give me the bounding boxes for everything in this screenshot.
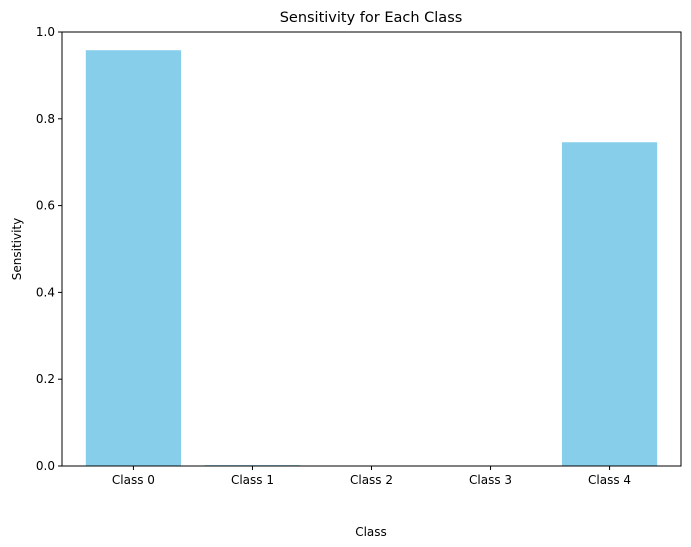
plot-area: Class 0 Class 1 Class 2 Class 3 Class 4 0.00…	[36, 25, 682, 487]
y-tick-label: 0.2	[36, 372, 55, 386]
chart-title: Sensitivity for Each Class	[280, 10, 463, 26]
bar-class-4	[561, 142, 658, 467]
x-axis-ticks: Class 0 Class 1 Class 2 Class 3 Class 4	[112, 466, 631, 487]
x-tick-label: Class 0	[112, 473, 155, 487]
x-tick-label: Class 4	[588, 473, 631, 487]
x-tick-label: Class 2	[350, 473, 393, 487]
y-tick-label: 0.0	[36, 459, 55, 473]
y-tick-label: 0.6	[36, 199, 55, 213]
y-tick-label: 0.4	[36, 285, 55, 299]
y-tick-label: 0.8	[36, 112, 55, 126]
plot-border	[61, 31, 682, 467]
x-tick-label: Class 1	[231, 473, 274, 487]
x-tick-label: Class 3	[469, 473, 512, 487]
y-tick-label: 1.0	[36, 25, 55, 39]
y-axis-label: Sensitivity	[10, 218, 24, 280]
bar-class-0	[85, 50, 182, 466]
x-axis-label: Class	[355, 525, 387, 539]
y-axis-ticks: 0.0 0.2 0.4 0.6 0.8 1.0	[36, 25, 62, 473]
bars	[85, 50, 658, 467]
